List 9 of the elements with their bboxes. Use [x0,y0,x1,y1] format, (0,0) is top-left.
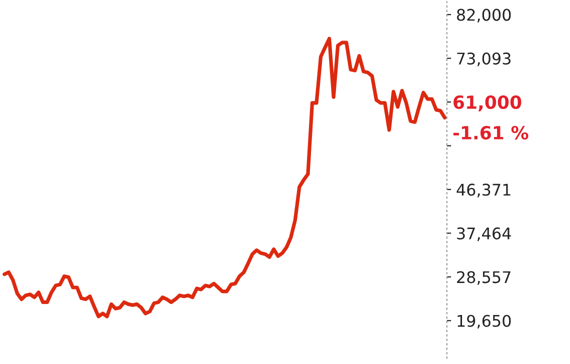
y-tick-label: 46,371 [456,184,510,198]
text: -1.61 % [453,126,528,140]
y-tick-label: 19,650 [458,314,511,329]
line-series [2,36,447,318]
y-tick-label: 73,093 [457,52,511,66]
y-tick-label: 82,000 [456,8,511,23]
y-tick-label: 37,464 [457,227,511,242]
text: 61,000 [454,95,522,112]
y-tick-label: 28,557 [457,271,510,285]
